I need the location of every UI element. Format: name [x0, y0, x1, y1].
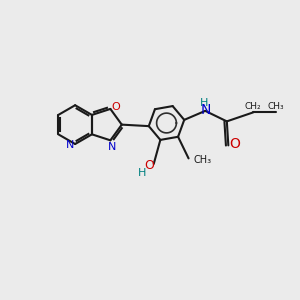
Text: N: N	[201, 103, 211, 117]
Text: O: O	[230, 137, 240, 151]
Text: N: N	[108, 142, 116, 152]
Text: CH₃: CH₃	[193, 155, 211, 165]
Text: N: N	[65, 140, 74, 150]
Text: CH₂: CH₂	[245, 103, 262, 112]
Text: CH₃: CH₃	[267, 103, 284, 112]
Text: H: H	[200, 98, 208, 108]
Text: O: O	[111, 102, 120, 112]
Text: O: O	[144, 159, 154, 172]
Text: H: H	[138, 168, 146, 178]
